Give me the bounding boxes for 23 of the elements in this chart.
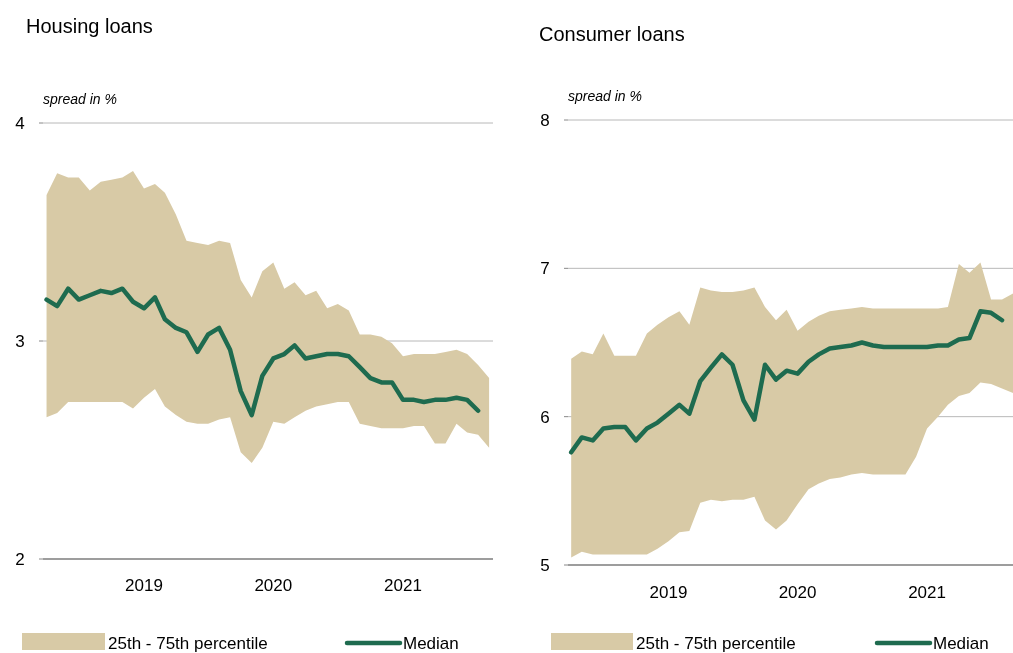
line-series <box>44 286 481 418</box>
x-tick-label: 2020 <box>254 576 293 595</box>
chart-title: Housing loans <box>26 15 153 37</box>
x-tick-label: 2020 <box>778 583 817 602</box>
y-tick-label: 4 <box>15 113 25 133</box>
y-axis-title: spread in % <box>43 91 117 107</box>
legend-label: Median <box>933 633 989 653</box>
line-series <box>568 309 1005 455</box>
x-tick-label: 2021 <box>384 576 422 595</box>
x-tick-label: 2019 <box>649 583 688 602</box>
x-tick-label: 2021 <box>908 583 946 602</box>
y-tick-label: 3 <box>15 331 25 351</box>
x-tick-label: 2019 <box>125 576 163 595</box>
y-tick-label: 6 <box>540 407 550 427</box>
chart-title: Consumer loans <box>539 23 685 45</box>
legend-label: Median <box>403 633 459 653</box>
text: 25th - 75th percentile <box>108 633 268 653</box>
y-tick-label: 5 <box>540 555 550 575</box>
y-axis-title: spread in % <box>568 88 642 104</box>
y-tick-label: 7 <box>540 259 550 279</box>
y-tick-label: 2 <box>15 549 25 569</box>
y-tick-label: 8 <box>540 110 550 130</box>
text: 25th - 75th percentile <box>636 633 796 653</box>
